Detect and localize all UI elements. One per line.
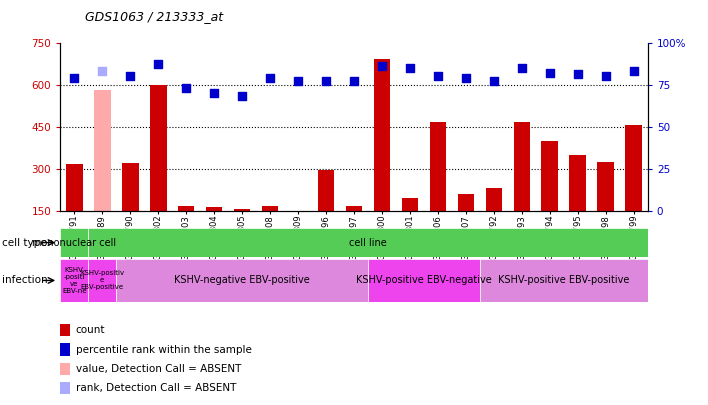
Bar (368, 259, 480, 302)
Text: value, Detection Call = ABSENT: value, Detection Call = ABSENT (76, 364, 241, 374)
Bar (88, 259, 116, 302)
Bar (625, 125, 642, 211)
Text: rank, Detection Call = ABSENT: rank, Detection Call = ABSENT (76, 384, 236, 393)
Text: KSHV-positive EBV-positive: KSHV-positive EBV-positive (498, 275, 629, 286)
Bar (116, 259, 368, 302)
Text: KSHV-negative EBV-positive: KSHV-negative EBV-positive (174, 275, 310, 286)
Bar (457, 194, 474, 211)
Bar (290, 211, 307, 212)
Bar (374, 59, 390, 211)
Bar (234, 209, 251, 211)
Point (181, 85, 192, 91)
Bar (569, 155, 586, 211)
Point (516, 64, 527, 71)
Bar (60, 228, 88, 257)
Bar (542, 141, 559, 211)
Text: KSHV-positive EBV-negative: KSHV-positive EBV-negative (356, 275, 492, 286)
Point (572, 71, 583, 78)
Bar (93, 90, 110, 211)
Bar (401, 198, 418, 211)
Text: cell type: cell type (2, 238, 47, 247)
Bar (598, 162, 615, 211)
Bar (60, 259, 88, 302)
Point (236, 93, 248, 100)
Text: percentile rank within the sample: percentile rank within the sample (76, 345, 251, 354)
Text: KSHV
-positi
ve
EBV-ne: KSHV -positi ve EBV-ne (62, 267, 86, 294)
Bar (486, 188, 502, 211)
Bar (206, 207, 222, 211)
Text: mononuclear cell: mononuclear cell (32, 238, 116, 247)
Point (292, 78, 304, 84)
Bar (318, 170, 334, 211)
Bar (513, 122, 530, 211)
Point (96, 68, 108, 75)
Point (460, 75, 472, 81)
Point (489, 78, 500, 84)
Text: cell line: cell line (349, 238, 387, 247)
Bar (178, 206, 195, 211)
Point (628, 68, 639, 75)
Point (433, 73, 444, 79)
Point (377, 63, 388, 69)
Point (264, 75, 275, 81)
Point (544, 70, 556, 76)
Text: KSHV-positiv
e
EBV-positive: KSHV-positiv e EBV-positive (80, 271, 124, 290)
Bar (66, 164, 83, 211)
Point (125, 73, 136, 79)
Point (320, 78, 331, 84)
Point (208, 90, 219, 96)
Bar (346, 206, 362, 211)
Bar (262, 206, 278, 211)
Bar (122, 163, 139, 211)
Bar (430, 122, 446, 211)
Point (348, 78, 360, 84)
Text: GDS1063 / 213333_at: GDS1063 / 213333_at (85, 10, 223, 23)
Text: count: count (76, 325, 105, 335)
Point (600, 73, 612, 79)
Bar (480, 259, 648, 302)
Point (69, 75, 80, 81)
Bar (149, 85, 166, 211)
Text: infection: infection (2, 275, 47, 286)
Point (404, 64, 416, 71)
Point (152, 61, 164, 68)
